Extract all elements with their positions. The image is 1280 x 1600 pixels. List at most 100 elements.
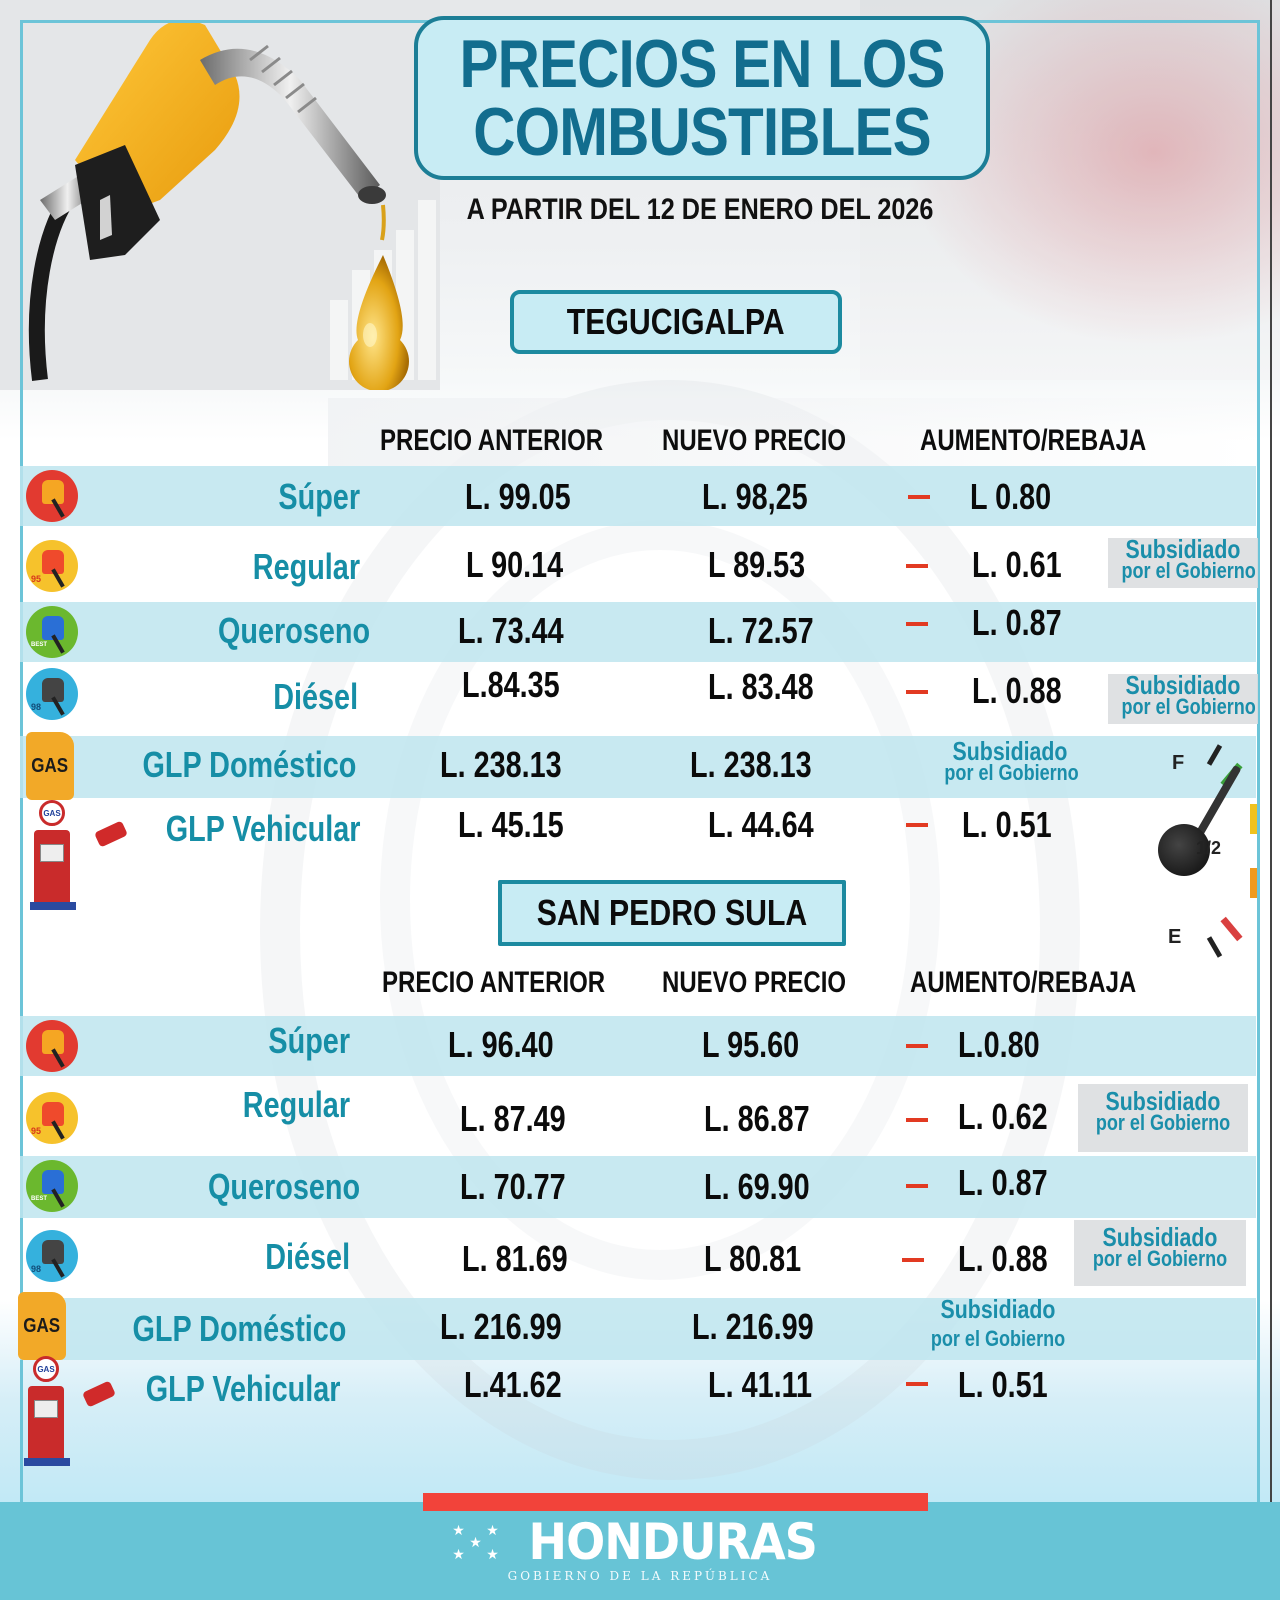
previous-price: L. 45.15 — [458, 804, 564, 845]
price-change: L. 0.51 — [958, 1364, 1048, 1405]
fuel-name: Diésel — [273, 676, 358, 717]
blue-98-gasoline-icon: 98 — [26, 1230, 78, 1282]
table-row-tgu-diesel: 98 Diésel L.84.35 L. 83.48 L. 0.88 Subsi… — [20, 662, 1258, 736]
column-headers-tegucigalpa: PRECIO ANTERIOR NUEVO PRECIO AUMENTO/REB… — [0, 424, 1280, 464]
previous-price: L 90.14 — [466, 544, 564, 585]
new-price: L. 86.87 — [704, 1098, 810, 1139]
fuel-gauge-icon: F 1/2 E — [1150, 740, 1280, 980]
price-change: L. 0.87 — [972, 602, 1062, 643]
new-price: L. 238.13 — [690, 744, 812, 785]
gas-can-icon: GAS — [26, 732, 74, 800]
gas-pump-icon: GAS — [30, 800, 84, 910]
title-line-2: COMBUSTIBLES — [473, 94, 931, 170]
table-row-tgu-queroseno: BEST Queroseno L. 73.44 L. 72.57 L. 0.87 — [20, 602, 1256, 662]
column-header-change: AUMENTO/REBAJA — [920, 424, 1147, 457]
table-row-tgu-super: Súper L. 99.05 L. 98,25 L 0.80 — [20, 466, 1256, 526]
fuel-name: Diésel — [265, 1236, 350, 1277]
footer-red-bar — [423, 1493, 928, 1511]
pump-nozzle-icon — [94, 820, 128, 848]
price-change: L 0.80 — [970, 476, 1052, 517]
previous-price: L. 81.69 — [462, 1238, 568, 1279]
table-row-sps-glp-vehicular: GAS GLP Vehicular L.41.62 L. 41.11 L. 0.… — [20, 1356, 1256, 1470]
subsidy-note: Subsidiado por el Gobierno — [944, 736, 1079, 785]
subsidy-note: Subsidiado por el Gobierno — [1108, 536, 1258, 588]
brand-name: HONDURAS — [528, 1513, 818, 1571]
decrease-dash-icon — [906, 1118, 928, 1122]
title-banner: PRECIOS EN LOS COMBUSTIBLES — [414, 16, 990, 180]
price-change: L. 0.87 — [958, 1162, 1048, 1203]
fuel-name: Súper — [278, 476, 360, 517]
pump-nozzle-icon — [82, 1380, 116, 1408]
gauge-full-label: F — [1172, 752, 1185, 774]
new-price: L. 69.90 — [704, 1166, 810, 1207]
green-best-petrol-icon: BEST — [26, 1160, 78, 1212]
table-row-tgu-glp-vehicular: GAS GLP Vehicular L. 45.15 L. 44.64 L. 0… — [20, 798, 1256, 910]
gauge-empty-label: E — [1168, 926, 1182, 948]
subsidy-note: Subsidiado por el Gobierno — [930, 1294, 1066, 1351]
new-price: L 95.60 — [702, 1024, 800, 1065]
subsidy-note: Subsidiado por el Gobierno — [1108, 672, 1258, 724]
gas-pump-icon: GAS — [24, 1356, 78, 1466]
fuel-name: GLP Doméstico — [132, 1308, 346, 1349]
region-header-tegucigalpa: TEGUCIGALPA — [510, 290, 842, 354]
column-header-panel — [328, 398, 1258, 466]
column-header-new: NUEVO PRECIO — [662, 966, 847, 999]
table-row-sps-diesel: 98 Diésel L. 81.69 L 80.81 L. 0.88 Subsi… — [20, 1218, 1256, 1298]
decrease-dash-icon — [906, 1184, 928, 1188]
new-price: L. 83.48 — [708, 666, 814, 707]
previous-price: L. 216.99 — [440, 1306, 562, 1347]
yellow-95-petrol-icon: 95 — [26, 540, 78, 592]
previous-price: L. 73.44 — [458, 610, 564, 651]
fuel-name: Queroseno — [207, 1166, 360, 1207]
previous-price: L.84.35 — [462, 664, 560, 705]
new-price: L 89.53 — [708, 544, 806, 585]
price-change: L.0.80 — [958, 1024, 1040, 1065]
title-line-1: PRECIOS EN LOS — [459, 26, 945, 102]
fuel-name: Súper — [268, 1020, 350, 1061]
decrease-dash-icon — [908, 495, 930, 499]
decrease-dash-icon — [906, 690, 928, 694]
table-row-tgu-regular: 95 Regular L 90.14 L 89.53 L. 0.61 Subsi… — [20, 526, 1258, 602]
previous-price: L. 99.05 — [465, 476, 571, 517]
honduras-government-logo: ★ ★ ★ ★ ★ HONDURAS — [0, 1512, 1280, 1572]
region-name: SAN PEDRO SULA — [536, 892, 808, 933]
price-change: L. 0.61 — [972, 544, 1062, 585]
red-fuel-nozzle-icon — [26, 1020, 78, 1072]
yellow-95-petrol-icon: 95 — [26, 1092, 78, 1144]
decrease-dash-icon — [906, 1044, 928, 1048]
column-header-previous: PRECIO ANTERIOR — [382, 966, 606, 999]
previous-price: L. 87.49 — [460, 1098, 566, 1139]
column-header-new: NUEVO PRECIO — [662, 424, 847, 457]
previous-price: L. 96.40 — [448, 1024, 554, 1065]
decrease-dash-icon — [906, 564, 928, 568]
new-price: L. 72.57 — [708, 610, 814, 651]
red-fuel-nozzle-icon — [26, 470, 78, 522]
table-row-sps-queroseno: BEST Queroseno L. 70.77 L. 69.90 L. 0.87 — [20, 1156, 1256, 1218]
new-price: L 80.81 — [704, 1238, 802, 1279]
gas-can-icon: GAS — [18, 1292, 66, 1360]
green-best-petrol-icon: BEST — [26, 606, 78, 658]
decrease-dash-icon — [902, 1258, 924, 1262]
gauge-half-label: 1/2 — [1196, 838, 1222, 858]
region-name: TEGUCIGALPA — [567, 301, 785, 342]
blue-98-gasoline-icon: 98 — [26, 668, 78, 720]
fuel-name: GLP Vehicular — [145, 1368, 340, 1409]
fuel-name: Regular — [242, 1084, 350, 1125]
new-price: L. 98,25 — [702, 476, 808, 517]
column-header-change: AUMENTO/REBAJA — [910, 966, 1137, 999]
fuel-name: Regular — [252, 546, 360, 587]
new-price: L. 216.99 — [692, 1306, 814, 1347]
decrease-dash-icon — [906, 1382, 928, 1386]
fuel-name: GLP Vehicular — [165, 808, 360, 849]
column-header-previous: PRECIO ANTERIOR — [380, 424, 604, 457]
region-header-san-pedro-sula: SAN PEDRO SULA — [498, 880, 846, 946]
new-price: L. 44.64 — [708, 804, 814, 845]
subsidy-note: Subsidiado por el Gobierno — [1074, 1220, 1246, 1286]
previous-price: L.41.62 — [464, 1364, 562, 1405]
table-row-tgu-glp-domestico: GAS GLP Doméstico L. 238.13 L. 238.13 Su… — [20, 732, 1256, 800]
table-row-sps-regular: 95 Regular L. 87.49 L. 86.87 L. 0.62 Sub… — [20, 1076, 1256, 1156]
previous-price: L. 70.77 — [460, 1166, 566, 1207]
subsidy-note: Subsidiado por el Gobierno — [1078, 1084, 1248, 1152]
new-price: L. 41.11 — [708, 1364, 813, 1405]
